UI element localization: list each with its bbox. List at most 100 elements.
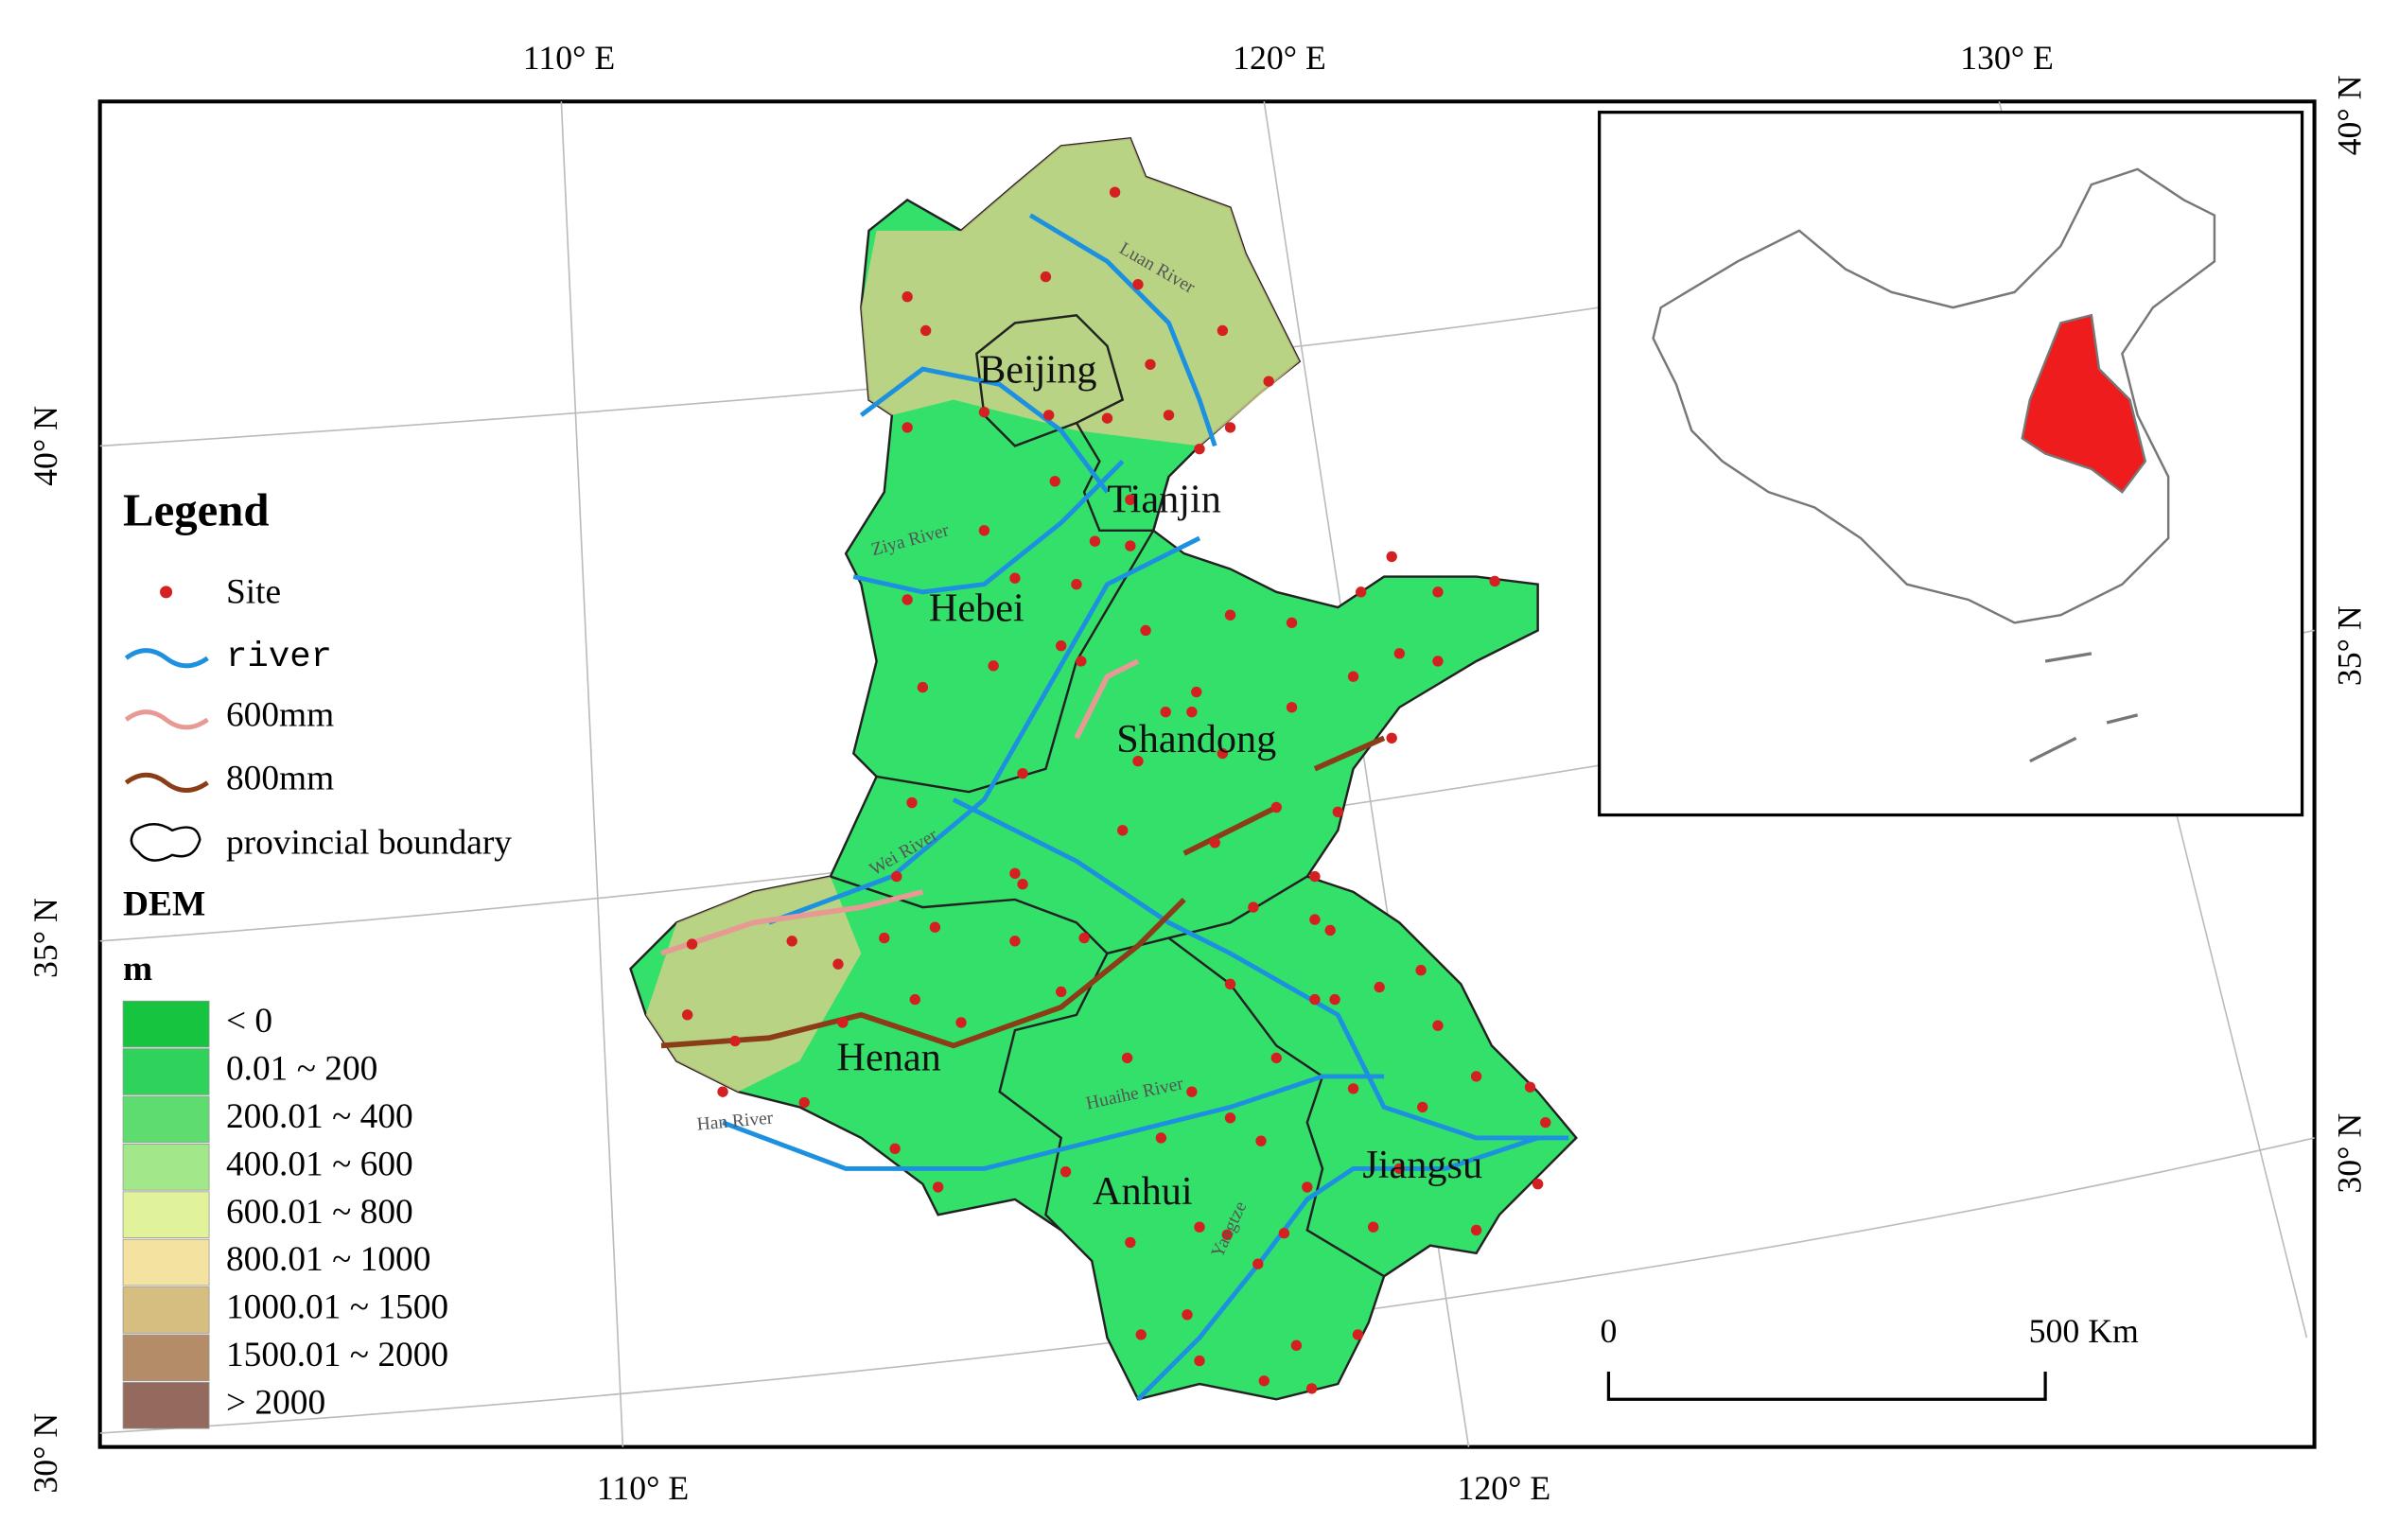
site — [1248, 901, 1259, 913]
site — [1056, 640, 1067, 652]
boundary — [830, 875, 1308, 955]
site — [1009, 936, 1021, 947]
site — [906, 796, 918, 809]
graticule-label: 30° N — [26, 1413, 64, 1494]
site — [932, 1181, 944, 1193]
site — [1017, 879, 1028, 890]
site — [1009, 572, 1021, 584]
site — [717, 1086, 728, 1097]
site — [917, 681, 929, 693]
legend-title: Legend — [123, 485, 269, 536]
province-label: Shandong — [1116, 717, 1276, 761]
site — [1059, 1165, 1072, 1178]
legend-label: 0.01 ~ 200 — [226, 1050, 377, 1089]
legend-label: < 0 — [226, 1002, 272, 1041]
site — [837, 1017, 849, 1028]
graticule-label: 110° E — [523, 39, 615, 77]
graticule-label: 40° N — [26, 406, 64, 486]
province-label: Beijing — [979, 348, 1096, 393]
boundary — [1167, 936, 1385, 1278]
site — [929, 921, 941, 933]
site — [1374, 981, 1385, 993]
boundary — [998, 953, 1109, 1232]
site — [1263, 376, 1274, 387]
site — [1386, 732, 1397, 744]
graticule-label: 120° E — [1458, 1469, 1551, 1507]
legend-label: 800mm — [226, 759, 334, 797]
isohyet-800 — [660, 897, 1186, 1049]
legend-label: 400.01 ~ 600 — [226, 1145, 413, 1183]
site — [1078, 932, 1090, 944]
legend-swatch — [122, 1286, 210, 1334]
site — [1117, 825, 1129, 836]
legend-swatch — [122, 1000, 210, 1048]
legend-swatch — [122, 1095, 210, 1144]
site — [978, 406, 990, 418]
site — [1140, 624, 1151, 637]
legend-label: 1500.01 ~ 2000 — [226, 1336, 448, 1374]
site — [1125, 494, 1136, 505]
legend-dem-title: DEM — [123, 885, 205, 924]
graticule-label: 130° E — [1960, 39, 2054, 77]
site — [1286, 702, 1298, 713]
river-line — [1028, 213, 1217, 447]
boundary — [1075, 422, 1170, 533]
site — [1368, 1221, 1379, 1233]
site — [1532, 1178, 1544, 1190]
site — [1109, 186, 1121, 198]
site — [1470, 1224, 1482, 1236]
site — [1224, 978, 1236, 990]
site — [1417, 1101, 1428, 1113]
site — [1017, 767, 1028, 779]
site — [1042, 410, 1055, 421]
site — [902, 291, 913, 303]
site — [1209, 837, 1220, 849]
site — [1540, 1116, 1551, 1129]
site — [889, 1143, 901, 1154]
site — [1470, 1071, 1482, 1082]
site — [1309, 870, 1321, 883]
site — [1040, 271, 1052, 283]
site — [1160, 706, 1171, 718]
site — [1125, 1236, 1136, 1249]
province-boundaries — [830, 313, 1385, 1278]
site — [919, 324, 932, 337]
province-label: Henan — [836, 1035, 940, 1079]
site — [686, 938, 698, 950]
site — [1393, 1163, 1406, 1175]
legend-label: 800.01 ~ 1000 — [226, 1240, 430, 1279]
legend-label: Site — [226, 573, 281, 612]
site — [1221, 1229, 1233, 1241]
site — [1386, 551, 1397, 563]
site — [786, 936, 797, 947]
site — [1224, 609, 1236, 621]
site — [1217, 324, 1229, 337]
map-frame — [97, 99, 2317, 1449]
river-line — [1136, 1135, 1539, 1401]
boundary — [974, 313, 1125, 447]
legend-boundary-icon — [130, 823, 201, 862]
site — [729, 1035, 741, 1047]
isohyets — [660, 658, 1386, 1049]
site — [681, 1009, 693, 1021]
parallel — [99, 306, 1600, 447]
legend-label: provincial boundary — [226, 824, 512, 863]
graticule-label: 35° N — [26, 898, 64, 978]
site — [1432, 586, 1444, 598]
scale-label: 500 Km — [2029, 1312, 2139, 1350]
site — [1258, 1375, 1270, 1387]
sites — [681, 186, 1551, 1394]
graticule-label: 120° E — [1233, 39, 1326, 77]
islands — [2029, 652, 2139, 763]
site — [1121, 1052, 1133, 1064]
inset-map — [1598, 111, 2304, 817]
river-line — [859, 366, 1110, 494]
site — [978, 525, 990, 536]
site — [1224, 1112, 1236, 1124]
site — [1352, 1329, 1364, 1340]
site — [1393, 648, 1406, 659]
site — [1286, 617, 1298, 629]
site — [1132, 279, 1144, 290]
site — [1255, 1135, 1267, 1146]
legend-swatch — [122, 1334, 210, 1382]
